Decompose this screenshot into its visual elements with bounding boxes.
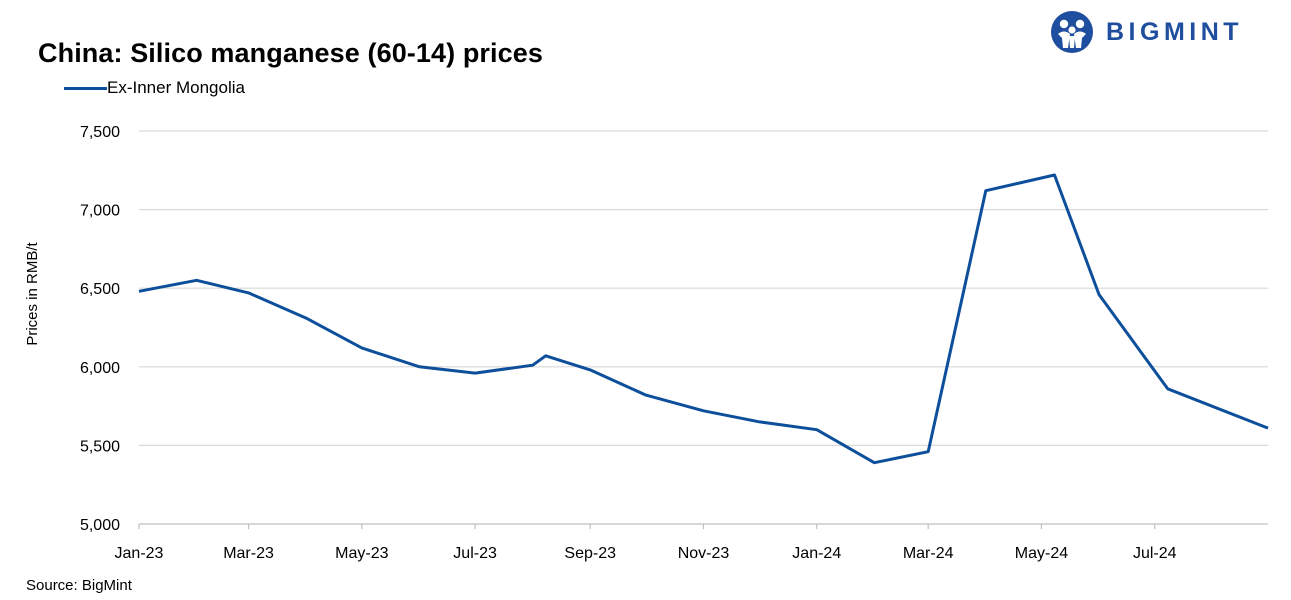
y-tick-label: 5,500 bbox=[80, 438, 120, 455]
x-tick-label: Jan-24 bbox=[792, 545, 841, 562]
y-tick-label: 7,500 bbox=[80, 124, 120, 141]
bigmint-logo-icon bbox=[1051, 11, 1093, 53]
y-tick-label: 5,000 bbox=[80, 517, 120, 534]
legend-swatch-ex-inner-mongolia bbox=[64, 86, 107, 90]
x-tick-label: Jan-23 bbox=[115, 545, 164, 562]
y-tick-label: 6,500 bbox=[80, 281, 120, 298]
y-axis-tick-labels: 5,000 5,500 6,000 6,500 7,000 7,500 bbox=[80, 124, 120, 534]
brand: BIGMINT bbox=[1050, 10, 1272, 54]
x-tick-label: Sep-23 bbox=[564, 545, 616, 562]
legend: Ex-Inner Mongolia bbox=[64, 77, 245, 99]
grid-lines bbox=[139, 130, 1268, 446]
chart-title: China: Silico manganese (60-14) prices bbox=[38, 38, 543, 68]
x-tick-label: Mar-23 bbox=[223, 545, 274, 562]
source-note: Source: BigMint bbox=[26, 577, 132, 594]
y-tick-label: 6,000 bbox=[80, 360, 120, 377]
x-tick-label: Jul-24 bbox=[1133, 545, 1177, 562]
series-line-ex-inner-mongolia bbox=[138, 173, 1269, 465]
brand-name: BIGMINT bbox=[1106, 17, 1244, 46]
series-layer bbox=[138, 173, 1269, 465]
x-tick-label: May-24 bbox=[1015, 545, 1068, 562]
x-tick-label: Jul-23 bbox=[453, 545, 497, 562]
x-axis bbox=[138, 523, 1268, 529]
x-tick-label: May-23 bbox=[335, 545, 388, 562]
y-tick-label: 7,000 bbox=[80, 203, 120, 220]
x-tick-label: Nov-23 bbox=[678, 545, 730, 562]
legend-label-ex-inner-mongolia: Ex-Inner Mongolia bbox=[107, 78, 245, 97]
x-axis-tick-labels: Jan-23 Mar-23 May-23 Jul-23 Sep-23 Nov-23 Jan-… bbox=[115, 545, 1177, 562]
x-tick-label: Mar-24 bbox=[903, 545, 954, 562]
y-axis-title: Prices in RMB/t bbox=[24, 241, 41, 345]
